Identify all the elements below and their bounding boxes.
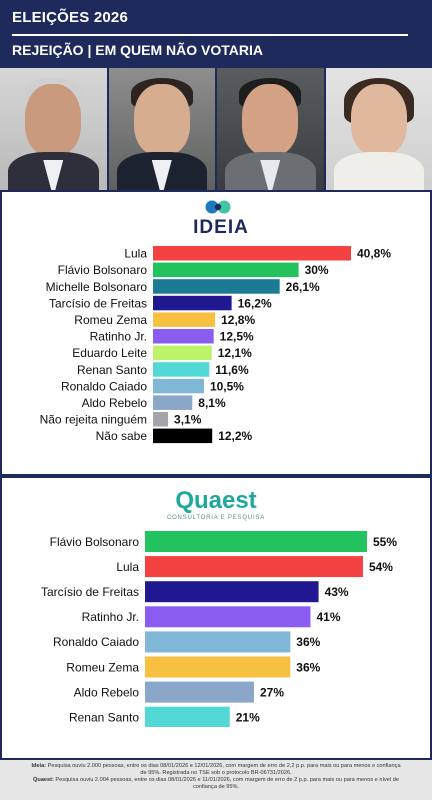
value-label: 54% bbox=[369, 560, 393, 574]
tarcisio-photo bbox=[217, 68, 324, 190]
category-label: Flávio Bolsonaro bbox=[50, 535, 140, 549]
category-label: Tarcísio de Freitas bbox=[41, 585, 139, 599]
bar bbox=[145, 681, 254, 703]
category-label: Ratinho Jr. bbox=[82, 610, 139, 624]
value-label: 10,5% bbox=[210, 379, 244, 393]
value-label: 55% bbox=[373, 535, 397, 549]
bar bbox=[153, 246, 351, 261]
category-label: Flávio Bolsonaro bbox=[58, 263, 148, 277]
category-label: Romeu Zema bbox=[74, 313, 147, 327]
ideia-panel bbox=[0, 190, 432, 476]
value-label: 3,1% bbox=[174, 413, 202, 427]
value-label: 27% bbox=[260, 685, 284, 699]
category-label: Ronaldo Caiado bbox=[61, 379, 147, 393]
category-label: Ronaldo Caiado bbox=[53, 635, 139, 649]
category-label: Eduardo Leite bbox=[72, 346, 147, 360]
value-label: 12,5% bbox=[220, 330, 254, 344]
value-label: 12,1% bbox=[218, 346, 252, 360]
category-label: Tarcísio de Freitas bbox=[49, 296, 147, 310]
quaest-note: Quaest: Pesquisa ouviu 2.004 pessoas, en… bbox=[33, 777, 399, 790]
value-label: 40,8% bbox=[357, 247, 391, 261]
value-label: 16,2% bbox=[238, 296, 272, 310]
value-label: 43% bbox=[325, 585, 349, 599]
bar bbox=[153, 378, 204, 394]
bar bbox=[153, 295, 232, 311]
bar bbox=[153, 428, 213, 444]
footer-notes: Ideia: Pesquisa ouviu 2.000 pessoas, ent… bbox=[0, 760, 432, 800]
candidate-photos bbox=[0, 68, 432, 190]
bar bbox=[153, 345, 212, 361]
ideia-logo-circle-blue bbox=[205, 200, 219, 214]
value-label: 21% bbox=[236, 711, 260, 725]
category-label: Lula bbox=[116, 560, 139, 574]
bar bbox=[145, 656, 291, 678]
bar bbox=[153, 395, 193, 410]
bar bbox=[153, 279, 280, 294]
value-label: 41% bbox=[316, 610, 340, 624]
value-label: 12,2% bbox=[218, 429, 252, 443]
quaest-logo: Quaest CONSULTORIA E PESQUISA bbox=[150, 486, 282, 522]
quaest-logo-tagline: CONSULTORIA E PESQUISA bbox=[167, 515, 265, 521]
value-label: 30% bbox=[305, 263, 329, 277]
ideia-logo-circle-center bbox=[214, 203, 222, 211]
value-label: 11,6% bbox=[215, 363, 249, 377]
category-label: Ratinho Jr. bbox=[90, 330, 147, 344]
ideia-logo-text: IDEIA bbox=[193, 217, 249, 238]
flavio-photo bbox=[108, 68, 215, 190]
category-label: Romeu Zema bbox=[66, 660, 139, 674]
ideia-note: Ideia: Pesquisa ouviu 2.000 pessoas, ent… bbox=[31, 763, 401, 776]
value-label: 8,1% bbox=[198, 396, 226, 410]
ideia-chart: Lula 40,8% Flávio Bolsonaro 30% Michelle Bol… bbox=[40, 246, 391, 444]
category-label: Aldo Rebelo bbox=[82, 396, 148, 410]
category-label: Aldo Rebelo bbox=[74, 685, 140, 699]
quaest-chart: Flávio Bolsonaro 55% Lula 54% Tarcísio de Fr… bbox=[41, 531, 397, 727]
category-label: Renan Santo bbox=[77, 363, 147, 377]
category-label: Não rejeita ninguém bbox=[40, 413, 147, 427]
header: ELEIÇÕES 2026 REJEIÇÃO | EM QUEM NÃO VOT… bbox=[0, 0, 432, 70]
value-label: 36% bbox=[296, 660, 320, 674]
bar bbox=[145, 531, 367, 552]
category-label: Não sabe bbox=[96, 429, 148, 443]
bar bbox=[145, 631, 291, 653]
page-subtitle: REJEIÇÃO | EM QUEM NÃO VOTARIA bbox=[12, 42, 264, 58]
value-label: 12,8% bbox=[221, 313, 255, 327]
bar bbox=[145, 606, 311, 628]
lula-photo bbox=[0, 68, 107, 190]
bar bbox=[153, 262, 299, 278]
quaest-logo-text: Quaest bbox=[175, 487, 256, 514]
category-label: Lula bbox=[124, 247, 147, 261]
bar bbox=[153, 412, 169, 427]
bar bbox=[153, 312, 216, 327]
bar bbox=[145, 556, 363, 578]
bar bbox=[145, 581, 319, 603]
title-divider bbox=[12, 34, 408, 36]
bar bbox=[145, 706, 230, 727]
ideia-logo: IDEIA bbox=[185, 196, 257, 238]
bar bbox=[153, 362, 210, 377]
ideia-logo-circle-green bbox=[217, 200, 231, 214]
michelle-photo bbox=[325, 68, 432, 190]
bar bbox=[153, 329, 214, 344]
category-label: Michelle Bolsonaro bbox=[46, 280, 148, 294]
value-label: 26,1% bbox=[286, 280, 320, 294]
category-label: Renan Santo bbox=[69, 711, 139, 725]
page-title: ELEIÇÕES 2026 bbox=[12, 9, 128, 26]
value-label: 36% bbox=[296, 635, 320, 649]
